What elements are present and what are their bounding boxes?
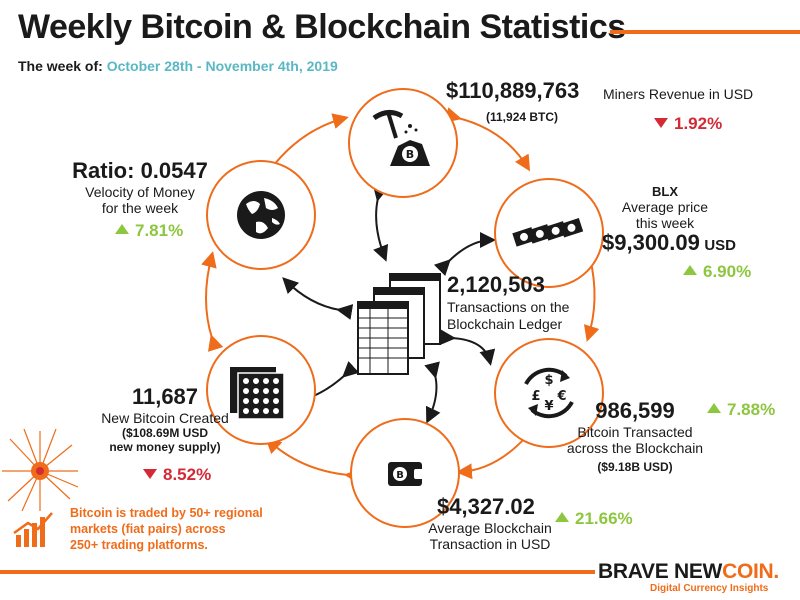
currency-exchange-icon: $ £ € ¥ bbox=[524, 367, 574, 419]
svg-text:B: B bbox=[406, 148, 414, 161]
footer-rule bbox=[0, 570, 595, 574]
week-label: The week of: bbox=[18, 58, 103, 74]
transacted-value: 986,599 bbox=[595, 398, 675, 423]
brand-tagline: Digital Currency Insights bbox=[650, 583, 769, 594]
svg-text:£: £ bbox=[531, 389, 540, 404]
ledger-documents-icon bbox=[357, 273, 441, 375]
price-value: $9,300.09 bbox=[602, 230, 700, 255]
miners-value: $110,889,763 bbox=[446, 78, 580, 103]
transacted-circle: $ £ € ¥ bbox=[494, 338, 604, 448]
transacted-label-1: Bitcoin Transacted bbox=[577, 424, 693, 440]
wallet-icon: B bbox=[388, 462, 424, 486]
spark-chart-icon bbox=[2, 428, 79, 547]
arrow-ledger-avgtx bbox=[424, 361, 441, 424]
price-label-block: BLX Average price this week bbox=[605, 184, 725, 231]
velocity-change-value: 7.81% bbox=[135, 221, 184, 240]
avgtx-circle: B bbox=[350, 418, 460, 528]
down-arrow-icon bbox=[143, 469, 157, 479]
transacted-sub: ($9.18B USD) bbox=[597, 460, 673, 474]
avgtx-label-block: Average Blockchain Transaction in USD bbox=[415, 520, 565, 552]
velocity-value: Ratio: 0.0547 bbox=[72, 158, 208, 183]
arrow-miners-price bbox=[444, 107, 531, 172]
arrow-avgtx-newcoins bbox=[265, 437, 361, 485]
banknotes-icon bbox=[512, 218, 584, 247]
title-rule bbox=[610, 30, 800, 34]
newcoins-label: New Bitcoin Created bbox=[101, 410, 229, 426]
newcoins-value: 11,687 bbox=[131, 384, 199, 409]
market-note: Bitcoin is traded by 50+ regional market… bbox=[70, 505, 263, 553]
miners-sub: (11,924 BTC) bbox=[486, 110, 559, 124]
arrow-newcoins-velocity bbox=[201, 251, 224, 352]
price-label-2: this week bbox=[635, 215, 695, 231]
up-arrow-icon bbox=[683, 265, 697, 275]
price-unit: USD bbox=[704, 237, 736, 254]
price-label-1: Average price bbox=[621, 199, 709, 215]
price-change-value: 6.90% bbox=[703, 262, 752, 281]
svg-text:€: € bbox=[556, 389, 566, 404]
newcoins-change: 8.52% bbox=[143, 465, 211, 485]
svg-text:$: $ bbox=[544, 373, 553, 388]
arrow-ledger-miners bbox=[372, 184, 389, 262]
velocity-block: Ratio: 0.0547 Velocity of Money for the … bbox=[70, 158, 210, 216]
avgtx-label-2: Transaction in USD bbox=[429, 536, 551, 552]
up-arrow-icon bbox=[555, 512, 569, 522]
newcoins-block: 11,687 New Bitcoin Created ($108.69M USD… bbox=[95, 384, 235, 454]
arrow-ledger-velocity bbox=[282, 277, 354, 320]
avgtx-change: 21.66% bbox=[555, 509, 633, 529]
market-note-2: markets (fiat pairs) across bbox=[70, 522, 226, 536]
newcoins-sub-1: ($108.69M USD bbox=[121, 426, 209, 440]
arrow-ledger-price bbox=[433, 232, 496, 277]
newcoins-sub-2: new money supply) bbox=[109, 440, 221, 454]
svg-text:B: B bbox=[396, 470, 404, 481]
brand-logo: BRAVE NEWCOIN. bbox=[598, 560, 779, 584]
arrow-ledger-transacted bbox=[439, 329, 496, 366]
globe-icon bbox=[237, 191, 285, 239]
price-source: BLX bbox=[652, 184, 678, 199]
page-title: Weekly Bitcoin & Blockchain Statistics bbox=[18, 8, 626, 46]
price-change: 6.90% bbox=[683, 262, 751, 282]
market-note-1: Bitcoin is traded by 50+ regional bbox=[70, 506, 263, 520]
brand-part-1: BRAVE NEW bbox=[598, 560, 723, 583]
avgtx-label-1: Average Blockchain bbox=[428, 520, 552, 536]
velocity-change: 7.81% bbox=[115, 221, 183, 241]
pickaxe-mining-icon: B bbox=[372, 110, 430, 166]
week-dates: October 28th - November 4th, 2019 bbox=[106, 58, 338, 74]
miners-circle: B bbox=[348, 88, 458, 198]
transacted-change: 7.88% bbox=[707, 400, 775, 420]
miners-label: Miners Revenue in USD bbox=[603, 86, 754, 102]
velocity-label-1: Velocity of Money bbox=[85, 184, 195, 200]
miners-change-value: 1.92% bbox=[674, 114, 723, 133]
transacted-label-2: across the Blockchain bbox=[566, 440, 704, 456]
price-value-line: $9,300.09 USD bbox=[602, 230, 736, 256]
avgtx-change-value: 21.66% bbox=[575, 509, 633, 528]
miners-change: 1.92% bbox=[654, 114, 722, 134]
brand-part-2: COIN. bbox=[722, 560, 779, 583]
transacted-change-value: 7.88% bbox=[727, 400, 776, 419]
ledger-label-1: Transactions on the bbox=[447, 299, 570, 315]
up-arrow-icon bbox=[115, 224, 129, 234]
velocity-label-2: for the week bbox=[101, 200, 179, 216]
arrow-transacted-avgtx bbox=[456, 423, 540, 480]
newcoins-circle bbox=[206, 335, 316, 445]
coin-stacks-icon bbox=[230, 367, 285, 420]
up-arrow-icon bbox=[707, 403, 721, 413]
down-arrow-icon bbox=[654, 118, 668, 128]
week-line: The week of: October 28th - November 4th… bbox=[18, 58, 338, 74]
velocity-circle bbox=[206, 160, 316, 270]
price-circle bbox=[494, 178, 604, 288]
newcoins-change-value: 8.52% bbox=[163, 465, 212, 484]
market-note-3: 250+ trading platforms. bbox=[70, 538, 208, 552]
transacted-block: 986,599 Bitcoin Transacted across the Bl… bbox=[565, 398, 705, 474]
ledger-value: 2,120,503 bbox=[447, 272, 545, 297]
avgtx-value: $4,327.02 bbox=[437, 494, 535, 519]
svg-text:¥: ¥ bbox=[544, 399, 553, 414]
ledger-label-2: Blockchain Ledger bbox=[447, 316, 563, 332]
